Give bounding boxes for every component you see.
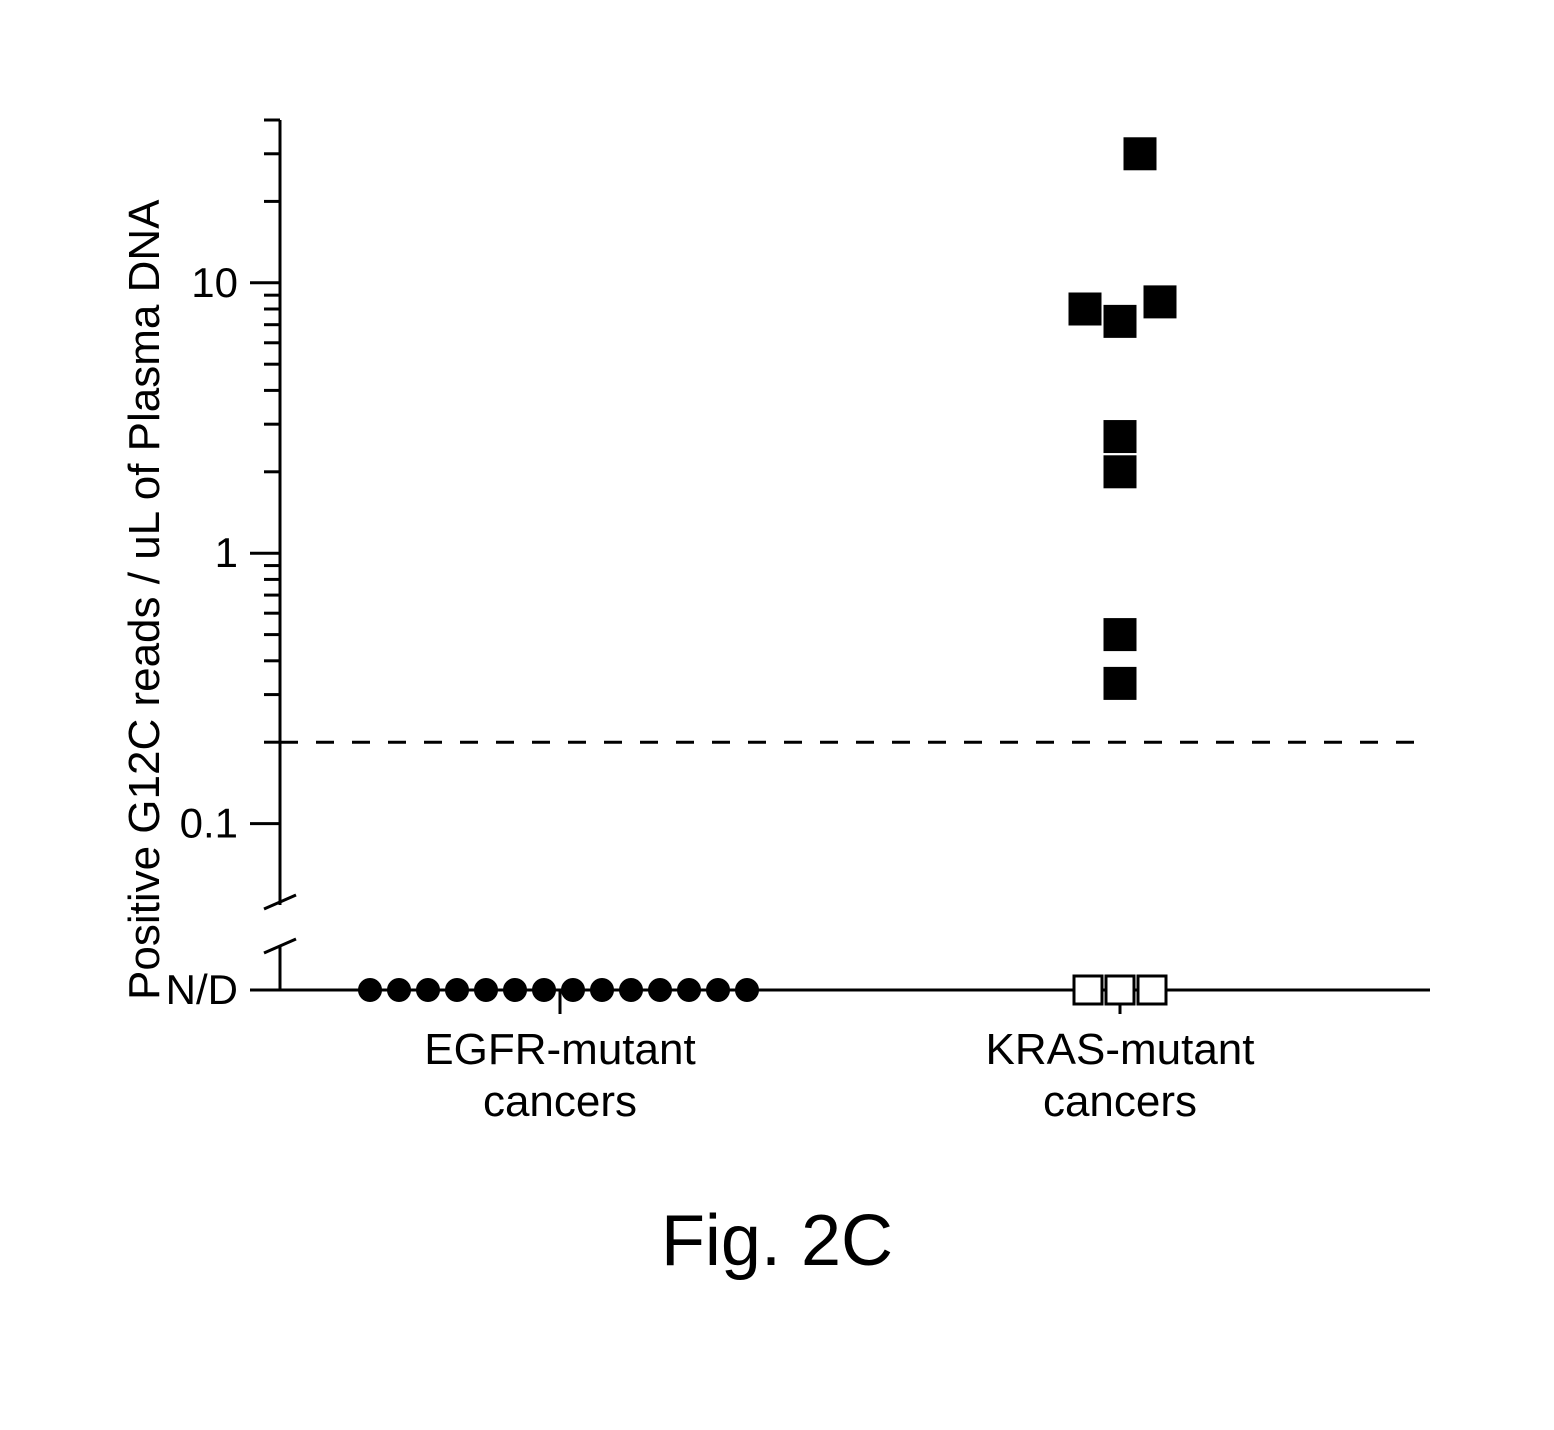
data-point xyxy=(533,979,555,1001)
x-category-label: cancers xyxy=(483,1077,637,1126)
y-axis-label: Positive G12C reads / uL of Plasma DNA xyxy=(120,200,170,1001)
data-point xyxy=(591,979,613,1001)
data-point xyxy=(359,979,381,1001)
data-point xyxy=(1145,287,1175,317)
data-point xyxy=(1138,976,1166,1004)
x-category-label: EGFR-mutant xyxy=(424,1025,695,1074)
data-point xyxy=(417,979,439,1001)
data-point xyxy=(1070,294,1100,324)
data-point xyxy=(649,979,671,1001)
data-point xyxy=(678,979,700,1001)
chart-svg: 0.1110N/DEGFR-mutantcancersKRAS-mutantca… xyxy=(0,0,1554,1200)
data-point xyxy=(1105,457,1135,487)
data-point xyxy=(1105,306,1135,336)
data-point xyxy=(562,979,584,1001)
x-category-label: cancers xyxy=(1043,1077,1197,1126)
data-point xyxy=(446,979,468,1001)
data-point xyxy=(707,979,729,1001)
y-tick-label: 0.1 xyxy=(180,800,238,847)
data-point xyxy=(736,979,758,1001)
page-root: Positive G12C reads / uL of Plasma DNA 0… xyxy=(0,0,1554,1430)
data-point xyxy=(620,979,642,1001)
data-point xyxy=(1105,422,1135,452)
data-point xyxy=(1125,139,1155,169)
figure-caption: Fig. 2C xyxy=(0,1200,1554,1282)
y-tick-label: 10 xyxy=(191,259,238,306)
data-point xyxy=(1105,668,1135,698)
y-tick-label-nd: N/D xyxy=(166,966,238,1013)
data-point xyxy=(388,979,410,1001)
data-point xyxy=(1074,976,1102,1004)
data-point xyxy=(475,979,497,1001)
data-point xyxy=(504,979,526,1001)
data-point xyxy=(1105,620,1135,650)
x-category-label: KRAS-mutant xyxy=(986,1025,1255,1074)
data-point xyxy=(1106,976,1134,1004)
y-tick-label: 1 xyxy=(215,529,238,576)
